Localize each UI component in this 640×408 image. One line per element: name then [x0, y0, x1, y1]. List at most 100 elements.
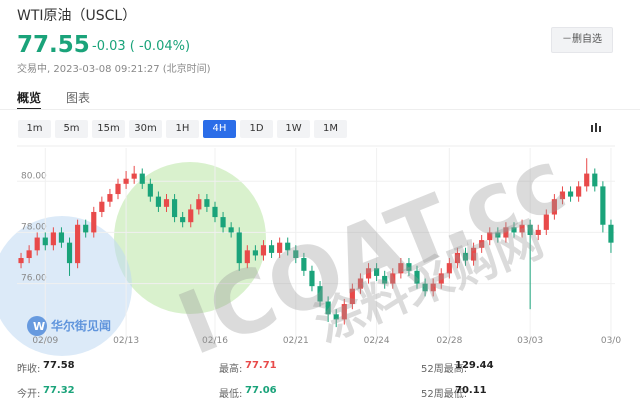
- candle-body: [155, 196, 162, 207]
- candle-body: [285, 242, 291, 251]
- candle-body: [576, 186, 582, 197]
- candle-body: [83, 224, 89, 233]
- candle-body: [374, 268, 380, 276]
- candle-body: [163, 199, 170, 207]
- tab[interactable]: 图表: [66, 91, 91, 105]
- candle-body: [567, 191, 574, 197]
- stat-value: 77.32: [43, 385, 75, 396]
- candle-body: [107, 194, 113, 202]
- period-button[interactable]: 1D: [240, 120, 273, 138]
- candle-body: [123, 178, 129, 184]
- y-tick-label: 76.00: [21, 274, 47, 284]
- candle-body: [487, 232, 493, 241]
- candle-body: [228, 227, 234, 233]
- candle-body: [75, 224, 81, 264]
- candle-body: [252, 250, 258, 256]
- stat-value: 129.44: [455, 360, 494, 371]
- candle-body: [422, 283, 428, 292]
- candle-body: [519, 224, 525, 233]
- candle-body: [115, 183, 121, 195]
- stat-value: 77.71: [245, 360, 277, 371]
- divider: [0, 109, 640, 110]
- candle-body: [91, 211, 97, 233]
- stat-label: 今开:: [17, 389, 41, 400]
- candle-body: [454, 252, 461, 264]
- remove-watchlist-button[interactable]: －删自选: [551, 27, 613, 53]
- period-button[interactable]: 5m: [55, 120, 88, 138]
- candle-body: [66, 242, 73, 264]
- candle-body: [584, 173, 590, 187]
- stat-value: 70.11: [455, 385, 487, 396]
- candle-body: [139, 173, 145, 184]
- candle-body: [446, 263, 452, 274]
- title: WTI原油（USCL）: [17, 8, 137, 24]
- candle-body: [244, 250, 250, 264]
- x-tick-label: 02/09: [32, 336, 58, 346]
- period-button[interactable]: 4H: [203, 120, 236, 138]
- period-button[interactable]: 15m: [92, 120, 125, 138]
- stat-label: 52周最低:: [421, 389, 468, 400]
- candle-body: [382, 275, 388, 284]
- y-tick-label: 80.00: [21, 171, 47, 181]
- candle-body: [212, 206, 218, 218]
- candle-body: [559, 191, 566, 200]
- candle-body: [301, 258, 307, 271]
- candle-body: [479, 240, 485, 248]
- y-tick-label: 78.00: [21, 222, 47, 232]
- candle-body: [365, 268, 372, 279]
- candle-body: [390, 273, 396, 284]
- candle-body: [600, 186, 606, 225]
- candle-body: [309, 270, 315, 287]
- candle-body: [268, 245, 275, 253]
- candle-body: [608, 224, 614, 243]
- candle-body: [50, 232, 56, 246]
- candle-body: [317, 286, 323, 302]
- price-change: -0.03 ( -0.04%): [92, 39, 191, 54]
- x-tick-label: 02/13: [113, 336, 139, 346]
- x-tick-label: 03/0: [601, 336, 621, 346]
- candle-body: [26, 250, 32, 259]
- candle-body: [196, 199, 202, 210]
- candle-body: [430, 283, 436, 292]
- candle-body: [543, 214, 549, 230]
- period-button[interactable]: 1H: [166, 120, 199, 138]
- stat-label: 最高:: [219, 364, 243, 375]
- x-tick-label: 02/24: [364, 336, 390, 346]
- candle-body: [333, 314, 339, 320]
- period-button[interactable]: 30m: [129, 120, 162, 138]
- candle-body: [535, 229, 541, 235]
- candle-body: [398, 263, 404, 274]
- stat-value: 77.58: [43, 360, 75, 371]
- candle-body: [260, 245, 267, 256]
- candle-body: [438, 273, 444, 284]
- status: 交易中, 2023-03-08 09:21:27 (北京时间): [17, 64, 211, 75]
- candle-body: [147, 183, 153, 197]
- chart-type-icon[interactable]: [589, 121, 603, 135]
- candle-body: [325, 301, 331, 315]
- candle-body: [470, 247, 477, 261]
- x-tick-label: 02/21: [283, 336, 309, 346]
- candle-body: [414, 270, 420, 284]
- period-button[interactable]: 1W: [277, 120, 310, 138]
- stat-label: 52周最高:: [421, 364, 468, 375]
- decoration: [0, 216, 132, 356]
- candle-body: [180, 217, 186, 223]
- x-tick-label: 02/28: [436, 336, 462, 346]
- stat-label: 昨收:: [17, 364, 41, 375]
- candle-body: [58, 232, 65, 243]
- candle-body: [527, 224, 533, 235]
- candle-body: [204, 199, 210, 207]
- period-button[interactable]: 1M: [314, 120, 347, 138]
- candle-body: [42, 237, 48, 246]
- candle-body: [277, 242, 283, 253]
- price: 77.55: [17, 32, 90, 58]
- candle-body: [171, 199, 178, 218]
- candle-body: [220, 217, 226, 228]
- candle-body: [341, 304, 347, 320]
- candle-body: [293, 250, 299, 259]
- x-tick-label: 03/03: [517, 336, 543, 346]
- candle-body: [349, 288, 355, 305]
- period-button[interactable]: 1m: [18, 120, 51, 138]
